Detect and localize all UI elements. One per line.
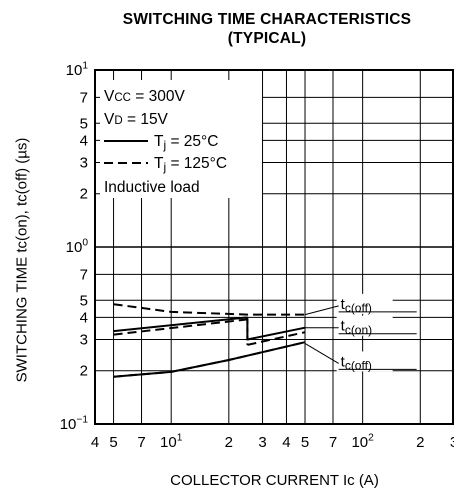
y-tick-label: 2 [80, 363, 88, 380]
x-tick-label: 7 [137, 434, 145, 451]
chart-title: SWITCHING TIME CHARACTERISTICS [122, 11, 412, 28]
legend-vcc: VCC = 300V [104, 88, 185, 105]
annotation-bg [336, 293, 393, 314]
y-tick-label: 4 [80, 132, 88, 149]
series-line-dashed-4 [113, 318, 248, 336]
x-tick-label: 2 [416, 434, 424, 451]
series-line-solid-2 [113, 341, 306, 378]
series-line-solid-1 [247, 326, 306, 341]
legend-label-solid: Tj = 25°C [154, 133, 218, 152]
x-tick-label: 4 [91, 434, 99, 451]
annotation-label-2: tc(off) [341, 353, 372, 372]
annotation-pointer [304, 343, 339, 364]
legend-label-dashed: Tj = 125°C [154, 155, 227, 174]
annotation-label-0: tc(off) [341, 296, 372, 315]
series-line-solid-0 [113, 316, 248, 333]
x-tick-label: 5 [109, 434, 117, 451]
y-tick-label: 100 [66, 237, 89, 256]
annotation-bg [336, 315, 393, 336]
x-tick-label: 3 [450, 434, 454, 451]
series-line-dashed-5 [247, 331, 306, 346]
y-axis-label: SWITCHING TIME tc(on), tc(off) (µs) [13, 137, 31, 383]
y-tick-label: 3 [80, 332, 88, 349]
series-line-dashed-3 [113, 303, 305, 316]
y-tick-label: 5 [80, 115, 88, 132]
y-tick-label: 2 [80, 186, 88, 203]
y-tick-label: 7 [80, 266, 88, 283]
x-tick-label: 7 [329, 434, 337, 451]
x-tick-label: 4 [282, 434, 290, 451]
x-tick-label: 102 [351, 432, 374, 451]
chart-subtitle: (TYPICAL) [227, 30, 307, 47]
annotation-label-1: tc(on) [341, 318, 373, 337]
x-tick-label: 3 [258, 434, 266, 451]
y-tick-label: 5 [80, 292, 88, 309]
y-tick-label: 101 [66, 60, 89, 79]
y-tick-label: 7 [80, 89, 88, 106]
x-tick-label: 5 [301, 434, 309, 451]
legend-vd: VD = 15V [104, 111, 169, 128]
y-tick-label: 10−1 [60, 414, 89, 433]
x-axis-label: COLLECTOR CURRENT Ic (A) [170, 472, 379, 489]
annotation-pointer [304, 305, 339, 316]
y-tick-label: 3 [80, 155, 88, 172]
x-tick-label: 101 [160, 432, 183, 451]
y-tick-label: 4 [80, 309, 88, 326]
legend-box [100, 80, 262, 198]
plot-frame [94, 69, 454, 425]
series-line-dashed-6 [113, 341, 306, 378]
annotation-bg [336, 351, 393, 372]
x-tick-label: 2 [225, 434, 233, 451]
legend-note: Inductive load [104, 179, 200, 196]
